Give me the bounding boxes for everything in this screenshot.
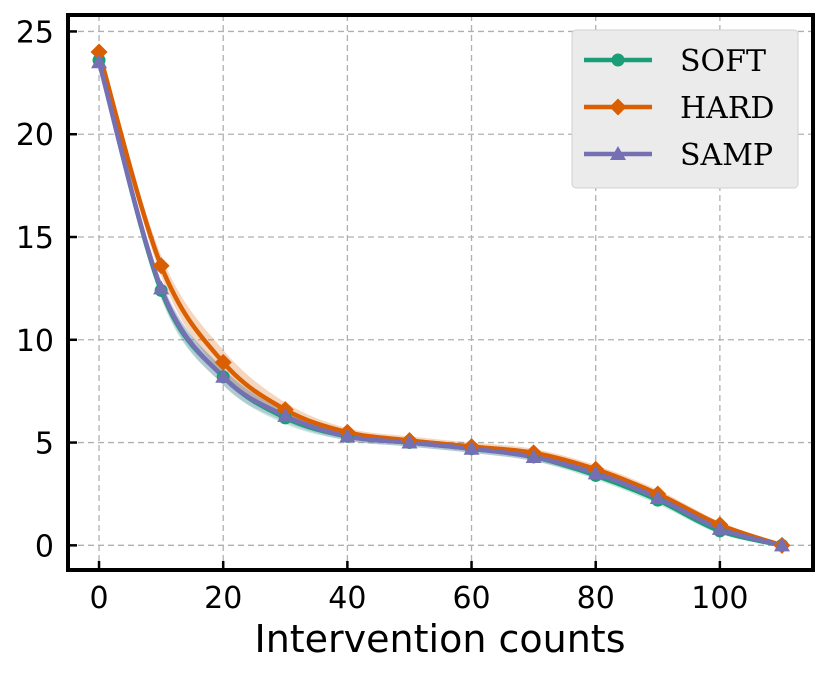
axis-ticks: 0 20 40 60 80 100 0 5 10 15 20 25 <box>16 15 749 616</box>
marker-samp <box>215 368 232 383</box>
y-tick-label: 20 <box>16 118 54 153</box>
x-tick-label: 40 <box>328 581 366 616</box>
marker-samp <box>153 280 170 295</box>
legend-label-samp: SAMP <box>680 138 773 173</box>
x-tick-label: 0 <box>89 581 108 616</box>
y-tick-label: 25 <box>16 15 54 50</box>
legend-marker-hard <box>609 98 627 116</box>
legend-label-hard: HARD <box>680 91 774 126</box>
x-tick-label: 80 <box>577 581 615 616</box>
legend-label-soft: SOFT <box>680 44 766 79</box>
legend-marker-soft <box>611 53 625 67</box>
marker-samp <box>773 537 790 552</box>
band-soft <box>99 56 782 547</box>
marker-samp <box>339 428 356 443</box>
x-axis-label: Intervention counts <box>254 617 625 661</box>
band-samp <box>99 58 782 547</box>
legend-box <box>571 29 799 189</box>
y-tick-label: 10 <box>16 324 54 359</box>
y-tick-label: 0 <box>35 529 54 564</box>
marker-samp <box>463 440 480 455</box>
marker-samp <box>711 520 728 535</box>
marker-samp <box>587 465 604 480</box>
marker-hard <box>152 257 170 275</box>
legend-marker-samp <box>610 146 626 160</box>
marker-samp <box>649 490 666 505</box>
marker-samp <box>525 448 542 463</box>
y-tick-label: 15 <box>16 221 54 256</box>
x-tick-label: 60 <box>452 581 490 616</box>
y-tick-label: 5 <box>35 427 54 462</box>
plot-frame <box>66 13 815 572</box>
marker-samp <box>277 407 294 422</box>
series-markers <box>90 43 791 554</box>
marker-hard <box>90 43 108 61</box>
marker-hard <box>214 353 232 371</box>
x-tick-label: 100 <box>691 581 748 616</box>
marker-samp <box>401 434 418 449</box>
legend: SOFT HARD SAMP <box>571 29 799 189</box>
marker-samp <box>91 54 108 69</box>
x-tick-label: 20 <box>204 581 242 616</box>
